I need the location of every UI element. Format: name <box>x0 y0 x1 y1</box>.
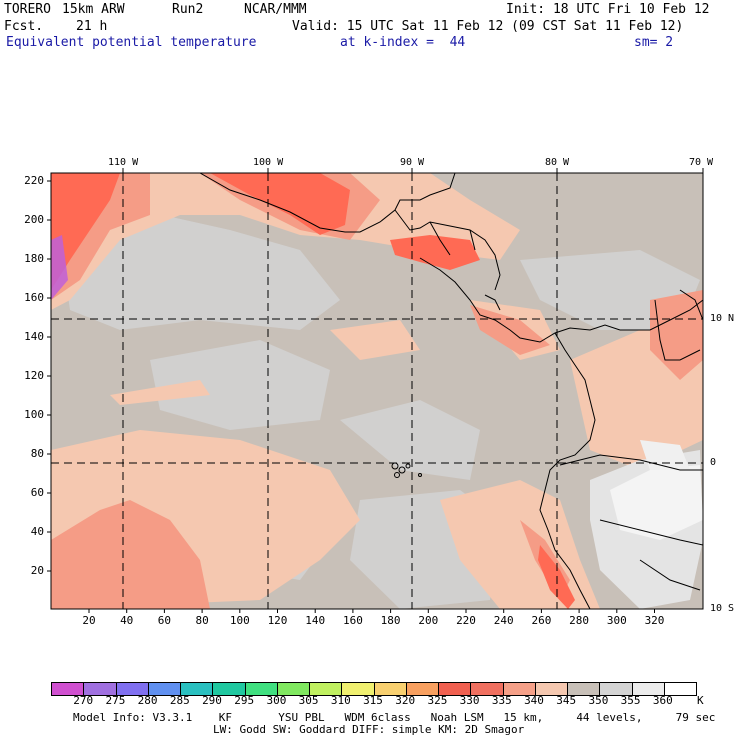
colorbar-label: 305 <box>298 694 319 707</box>
lon-label-100w: 100 W <box>253 157 284 168</box>
colorbar-cell <box>245 683 278 695</box>
smooth-label: sm= 2 <box>634 35 674 50</box>
colorbar-label: 325 <box>427 694 448 707</box>
y-tick-label: 80 <box>30 447 44 460</box>
colorbar-label: 340 <box>524 694 544 707</box>
colorbar-label: 345 <box>556 694 577 707</box>
x-tick-label: 60 <box>157 614 172 627</box>
colorbar-cell <box>600 683 633 695</box>
x-tick-label: 260 <box>531 614 552 627</box>
footer-model-info: Model Info: V3.3.1 KF YSU PBL WDM 6class… <box>73 711 716 724</box>
y-tick-label: 120 <box>24 369 44 382</box>
colorbar-label: 335 <box>491 694 512 707</box>
colorbar-label: 350 <box>588 694 609 707</box>
footer-physics: LW: Godd SW: Goddard DIFF: simple KM: 2D… <box>213 723 525 736</box>
colorbar-cell <box>632 683 665 695</box>
colorbar-unit: K <box>697 694 704 707</box>
header-org: NCAR/MMM <box>244 2 307 17</box>
colorbar-label: 360 <box>652 694 673 707</box>
y-tick-label: 140 <box>24 330 44 343</box>
colorbar-cell <box>277 683 310 695</box>
header-model: TORERO <box>4 2 51 17</box>
y-tick-label: 180 <box>24 252 44 265</box>
colorbar-label: 270 <box>73 694 94 707</box>
y-tick-label: 160 <box>24 291 44 304</box>
graticule <box>51 173 703 609</box>
colorbar-cell <box>374 683 407 695</box>
colorbar-cell <box>471 683 504 695</box>
colorbar-label: 330 <box>459 694 480 707</box>
colorbar-label: 275 <box>105 694 126 707</box>
colorbar-label: 315 <box>363 694 383 707</box>
colorbar-cell <box>568 683 601 695</box>
colorbar-cell <box>535 683 568 695</box>
header-init: Init: 18 UTC Fri 10 Feb 12 <box>506 2 710 17</box>
lon-label-110w: 110 W <box>108 157 139 168</box>
lon-label-70w: 70 W <box>689 157 714 168</box>
colorbar-cell <box>52 683 85 695</box>
colorbar-label: 320 <box>395 694 416 707</box>
colorbar-label: 295 <box>234 694 255 707</box>
x-tick-label: 240 <box>493 614 514 627</box>
x-tick-label: 80 <box>195 614 209 627</box>
lat-label-10s: 10 S <box>710 603 735 614</box>
colorbar-cell <box>503 683 536 695</box>
y-tick-label: 200 <box>24 213 44 226</box>
colorbar-label: 285 <box>169 694 190 707</box>
header-run: Run2 <box>172 2 204 17</box>
purple-region <box>51 235 68 300</box>
field-title: Equivalent potential temperature <box>6 35 257 50</box>
colorbar-cell <box>342 683 375 695</box>
y-tick-label: 40 <box>30 525 44 538</box>
colorbar <box>51 682 697 696</box>
x-tick-marks <box>88 609 655 613</box>
lon-ticks <box>122 168 704 173</box>
coastlines <box>199 173 703 609</box>
y-tick-label: 220 <box>24 174 44 187</box>
x-tick-label: 280 <box>569 614 590 627</box>
x-tick-label: 200 <box>418 614 439 627</box>
colorbar-cell <box>439 683 472 695</box>
y-tick-label: 20 <box>30 564 44 577</box>
colorbar-cell <box>148 683 181 695</box>
colorbar-label: 300 <box>266 694 287 707</box>
level-label: at k-index = 44 <box>340 35 466 50</box>
header-fcst-label: Fcst. <box>4 19 44 34</box>
colorbar-label: 290 <box>202 694 222 707</box>
x-tick-label: 160 <box>342 614 363 627</box>
x-tick-label: 300 <box>606 614 627 627</box>
header-fcst-value: 21 h <box>76 19 108 34</box>
lat-label-10n: 10 N <box>710 313 735 324</box>
x-tick-label: 120 <box>267 614 288 627</box>
x-tick-label: 180 <box>380 614 401 627</box>
colorbar-label: 280 <box>137 694 158 707</box>
header-resolution: 15km ARW <box>62 2 125 17</box>
lon-label-80w: 80 W <box>545 157 570 168</box>
header-valid: Valid: 15 UTC Sat 11 Feb 12 (09 CST Sat … <box>292 19 684 34</box>
x-tick-label: 220 <box>456 614 476 627</box>
colorbar-cell <box>84 683 117 695</box>
y-tick-marks <box>47 180 51 572</box>
lat-label-0: 0 <box>710 457 717 468</box>
colorbar-label: 355 <box>620 694 641 707</box>
colorbar-cell <box>181 683 214 695</box>
x-tick-label: 20 <box>82 614 96 627</box>
y-tick-label: 60 <box>30 486 44 499</box>
colorbar-label: 310 <box>330 694 351 707</box>
colorbar-cell <box>664 683 696 695</box>
colorbar-cell <box>116 683 149 695</box>
y-tick-label: 100 <box>24 408 44 421</box>
x-tick-label: 100 <box>229 614 250 627</box>
colorbar-cell <box>213 683 246 695</box>
colorbar-cell <box>310 683 343 695</box>
x-tick-label: 320 <box>644 614 665 627</box>
lon-label-90w: 90 W <box>400 157 425 168</box>
colorbar-cell <box>406 683 439 695</box>
x-tick-label: 40 <box>120 614 134 627</box>
plot-frame <box>50 172 704 610</box>
x-tick-label: 140 <box>305 614 326 627</box>
